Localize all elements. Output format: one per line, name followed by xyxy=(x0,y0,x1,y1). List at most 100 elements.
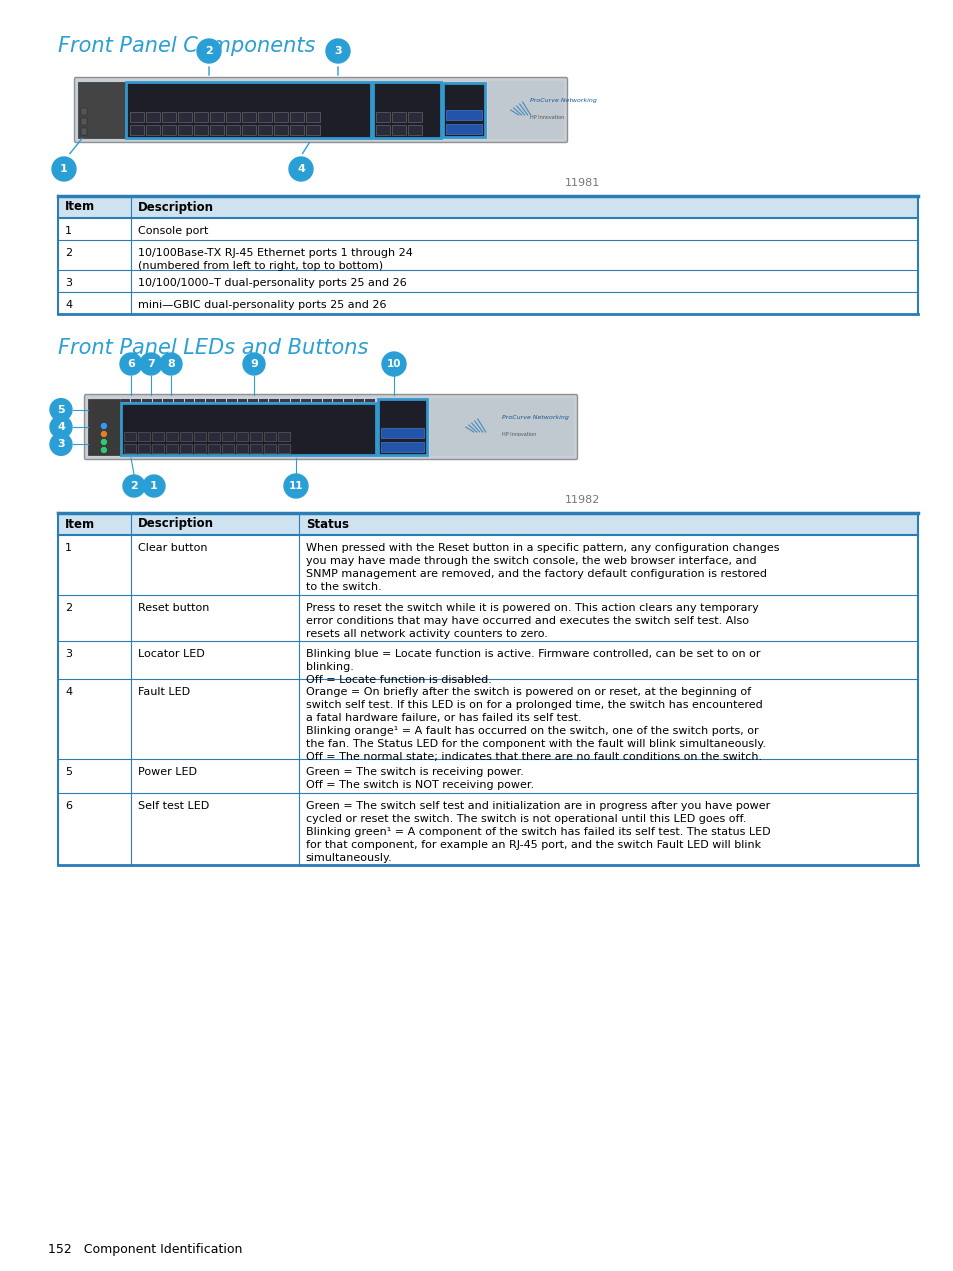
Text: Locator LED: Locator LED xyxy=(138,649,205,658)
FancyBboxPatch shape xyxy=(152,399,162,402)
Circle shape xyxy=(381,352,406,376)
FancyBboxPatch shape xyxy=(208,432,219,441)
Text: 8: 8 xyxy=(167,358,174,369)
Text: Power LED: Power LED xyxy=(138,766,197,777)
FancyBboxPatch shape xyxy=(222,444,233,452)
Text: ProCurve Networking: ProCurve Networking xyxy=(501,416,568,421)
FancyBboxPatch shape xyxy=(161,125,175,135)
FancyBboxPatch shape xyxy=(78,83,125,139)
Text: Item: Item xyxy=(65,201,95,214)
FancyBboxPatch shape xyxy=(58,292,917,314)
FancyBboxPatch shape xyxy=(146,125,159,135)
FancyBboxPatch shape xyxy=(241,125,255,135)
Text: 7: 7 xyxy=(147,358,154,369)
Text: 2: 2 xyxy=(65,602,72,613)
FancyBboxPatch shape xyxy=(375,125,389,135)
Text: error conditions that may have occurred and executes the switch self test. Also: error conditions that may have occurred … xyxy=(306,616,748,627)
FancyBboxPatch shape xyxy=(58,641,917,679)
Text: Press to reset the switch while it is powered on. This action clears any tempora: Press to reset the switch while it is po… xyxy=(306,602,758,613)
Circle shape xyxy=(101,431,107,436)
Text: Front Panel Components: Front Panel Components xyxy=(58,36,315,56)
Text: 3: 3 xyxy=(334,46,341,56)
Text: you may have made through the switch console, the web browser interface, and: you may have made through the switch con… xyxy=(306,555,756,566)
Text: 4: 4 xyxy=(296,164,305,174)
Text: Console port: Console port xyxy=(138,226,209,236)
Text: When pressed with the Reset button in a specific pattern, any configuration chan: When pressed with the Reset button in a … xyxy=(306,543,779,553)
Text: 4: 4 xyxy=(57,422,65,432)
FancyBboxPatch shape xyxy=(250,432,261,441)
Circle shape xyxy=(160,353,182,375)
FancyBboxPatch shape xyxy=(227,399,236,402)
FancyBboxPatch shape xyxy=(248,399,257,402)
Text: Description: Description xyxy=(138,517,213,530)
Circle shape xyxy=(50,399,71,421)
FancyBboxPatch shape xyxy=(137,444,150,452)
Text: to the switch.: to the switch. xyxy=(306,582,381,592)
FancyBboxPatch shape xyxy=(130,125,143,135)
Text: 1: 1 xyxy=(65,226,71,236)
FancyBboxPatch shape xyxy=(407,112,421,122)
FancyBboxPatch shape xyxy=(446,125,481,133)
FancyBboxPatch shape xyxy=(81,128,87,135)
Text: 11982: 11982 xyxy=(564,494,599,505)
FancyBboxPatch shape xyxy=(81,118,87,125)
FancyBboxPatch shape xyxy=(206,399,215,402)
Text: Status: Status xyxy=(306,517,349,530)
Text: HP Innovation: HP Innovation xyxy=(501,432,536,437)
FancyBboxPatch shape xyxy=(355,399,364,402)
Text: Green = The switch is receiving power.: Green = The switch is receiving power. xyxy=(306,766,523,777)
FancyBboxPatch shape xyxy=(301,399,311,402)
FancyBboxPatch shape xyxy=(124,432,135,441)
FancyBboxPatch shape xyxy=(152,432,164,441)
FancyBboxPatch shape xyxy=(380,428,423,438)
FancyBboxPatch shape xyxy=(124,444,135,452)
FancyBboxPatch shape xyxy=(193,125,208,135)
Text: Front Panel LEDs and Buttons: Front Panel LEDs and Buttons xyxy=(58,338,368,358)
FancyBboxPatch shape xyxy=(180,432,192,441)
Text: Self test LED: Self test LED xyxy=(138,801,209,811)
FancyBboxPatch shape xyxy=(142,399,152,402)
Text: 9: 9 xyxy=(250,358,257,369)
FancyBboxPatch shape xyxy=(343,399,353,402)
Circle shape xyxy=(289,158,313,180)
FancyBboxPatch shape xyxy=(290,125,303,135)
Circle shape xyxy=(101,447,107,452)
FancyBboxPatch shape xyxy=(225,112,239,122)
FancyBboxPatch shape xyxy=(85,394,577,460)
FancyBboxPatch shape xyxy=(121,403,375,455)
FancyBboxPatch shape xyxy=(375,112,389,122)
FancyBboxPatch shape xyxy=(152,444,164,452)
FancyBboxPatch shape xyxy=(81,108,87,114)
Text: 1: 1 xyxy=(65,543,71,553)
Text: 3: 3 xyxy=(57,440,65,450)
FancyBboxPatch shape xyxy=(257,112,272,122)
Text: HP Innovation: HP Innovation xyxy=(529,114,563,119)
Circle shape xyxy=(50,416,71,438)
FancyBboxPatch shape xyxy=(216,399,226,402)
FancyBboxPatch shape xyxy=(193,444,206,452)
Text: Off = Locate function is disabled.: Off = Locate function is disabled. xyxy=(306,675,491,685)
FancyBboxPatch shape xyxy=(58,196,917,219)
FancyBboxPatch shape xyxy=(88,399,120,455)
FancyBboxPatch shape xyxy=(274,112,287,122)
Text: Blinking blue = Locate function is active. Firmware controlled, can be set to on: Blinking blue = Locate function is activ… xyxy=(306,649,760,658)
FancyBboxPatch shape xyxy=(195,399,205,402)
FancyBboxPatch shape xyxy=(446,111,481,119)
FancyBboxPatch shape xyxy=(241,112,255,122)
Circle shape xyxy=(326,39,350,64)
Circle shape xyxy=(143,475,165,497)
Text: Blinking orange¹ = A fault has occurred on the switch, one of the switch ports, : Blinking orange¹ = A fault has occurred … xyxy=(306,726,758,736)
Text: 4: 4 xyxy=(65,688,72,697)
FancyBboxPatch shape xyxy=(269,399,279,402)
FancyBboxPatch shape xyxy=(237,399,247,402)
FancyBboxPatch shape xyxy=(173,399,183,402)
FancyBboxPatch shape xyxy=(210,112,223,122)
FancyBboxPatch shape xyxy=(177,112,192,122)
FancyBboxPatch shape xyxy=(280,399,290,402)
FancyBboxPatch shape xyxy=(257,125,272,135)
Text: switch self test. If this LED is on for a prolonged time, the switch has encount: switch self test. If this LED is on for … xyxy=(306,700,761,710)
FancyBboxPatch shape xyxy=(250,444,261,452)
FancyBboxPatch shape xyxy=(130,112,143,122)
FancyBboxPatch shape xyxy=(210,125,223,135)
FancyBboxPatch shape xyxy=(333,399,342,402)
